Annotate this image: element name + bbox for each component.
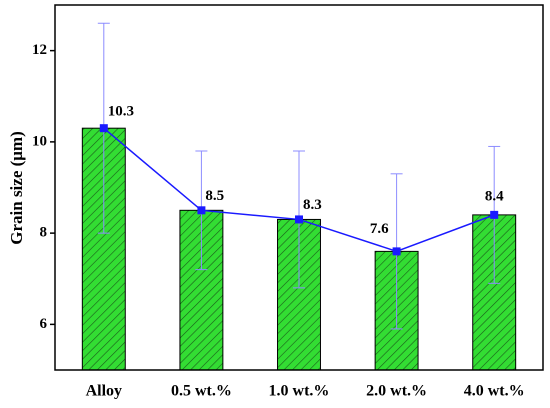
marker [295,215,303,224]
marker [99,124,108,133]
data-label: 10.3 [108,104,134,120]
plot-frame [54,4,544,371]
x-tick-label: 1.0 wt.% [269,383,330,400]
data-label: 8.3 [303,197,322,213]
marker [197,206,206,215]
y-tick-label: 6 [40,316,48,332]
data-label: 8.5 [205,188,224,204]
x-tick-label: 4.0 wt.% [464,383,525,400]
y-tick-label: 12 [32,42,47,58]
y-axis-label: Grain size (μm) [7,131,26,245]
x-tick-label: 0.5 wt.% [171,383,232,400]
x-tick-label: 2.0 wt.% [366,383,427,400]
data-label: 8.4 [485,188,504,204]
marker [392,247,401,256]
x-tick-label: Alloy [86,383,122,400]
y-tick-label: 10 [32,133,47,149]
y-tick-label: 8 [40,225,48,241]
marker [490,210,499,219]
data-label: 7.6 [370,221,389,237]
